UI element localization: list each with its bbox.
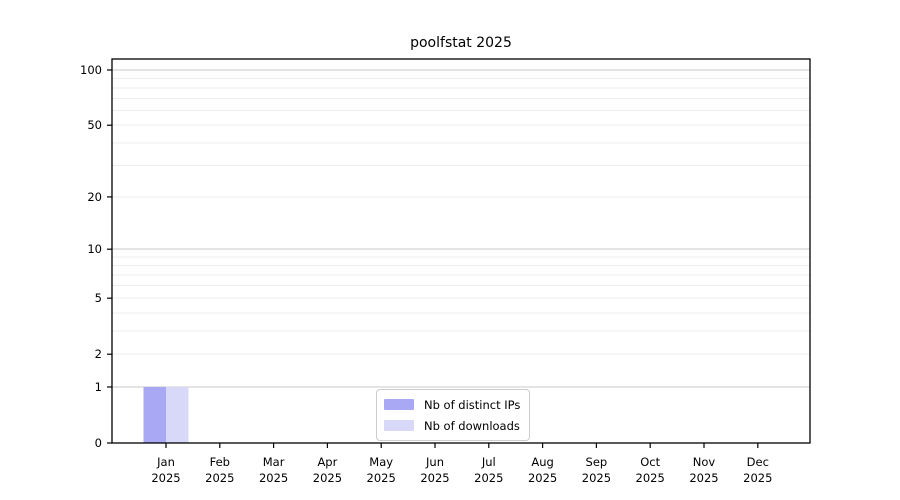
y-tick-label: 50 [87, 118, 102, 132]
y-tick-label: 5 [95, 291, 102, 305]
y-tick-label: 100 [80, 63, 102, 77]
y-tick-label: 20 [87, 190, 102, 204]
x-tick-label-year: 2025 [367, 471, 396, 485]
x-tick-label-month: May [369, 455, 393, 469]
x-tick-label-year: 2025 [582, 471, 611, 485]
y-tick-label: 2 [95, 347, 102, 361]
x-tick-label-month: Jul [481, 455, 496, 469]
legend-item-downloads: Nb of downloads [384, 415, 520, 436]
x-tick-label-month: Aug [531, 455, 553, 469]
x-tick-label-year: 2025 [151, 471, 180, 485]
x-tick-label-year: 2025 [743, 471, 772, 485]
y-tick-label: 10 [87, 242, 102, 256]
x-tick-label-month: Apr [317, 455, 337, 469]
legend-label-downloads: Nb of downloads [424, 418, 520, 433]
x-tick-label-year: 2025 [636, 471, 665, 485]
x-tick-label-month: Jun [425, 455, 444, 469]
x-tick-label-year: 2025 [205, 471, 234, 485]
x-tick-label-month: Jan [156, 455, 175, 469]
x-tick-label-month: Oct [640, 455, 660, 469]
plot-border [111, 58, 811, 444]
x-tick-label-year: 2025 [420, 471, 449, 485]
x-tick-label-year: 2025 [528, 471, 557, 485]
y-tick-label: 0 [95, 436, 102, 450]
legend-label-distinct-ips: Nb of distinct IPs [424, 397, 521, 412]
x-tick-label-year: 2025 [474, 471, 503, 485]
x-tick-label-year: 2025 [313, 471, 342, 485]
legend-swatch-distinct-ips [384, 399, 414, 410]
x-tick-label-month: Mar [263, 455, 285, 469]
y-tick-label: 1 [95, 380, 102, 394]
bar-downloads [166, 386, 189, 443]
chart-legend: Nb of distinct IPs Nb of downloads [376, 389, 531, 441]
bar-distinct-ips [143, 386, 166, 443]
chart-title: poolfstat 2025 [410, 35, 512, 51]
legend-item-distinct-ips: Nb of distinct IPs [384, 394, 520, 415]
x-tick-label-month: Dec [747, 455, 769, 469]
x-tick-label-year: 2025 [689, 471, 718, 485]
x-tick-label-month: Nov [693, 455, 716, 469]
x-tick-label-month: Sep [586, 455, 608, 469]
x-tick-label-year: 2025 [259, 471, 288, 485]
x-tick-label-month: Feb [210, 455, 230, 469]
legend-swatch-downloads [384, 420, 414, 431]
